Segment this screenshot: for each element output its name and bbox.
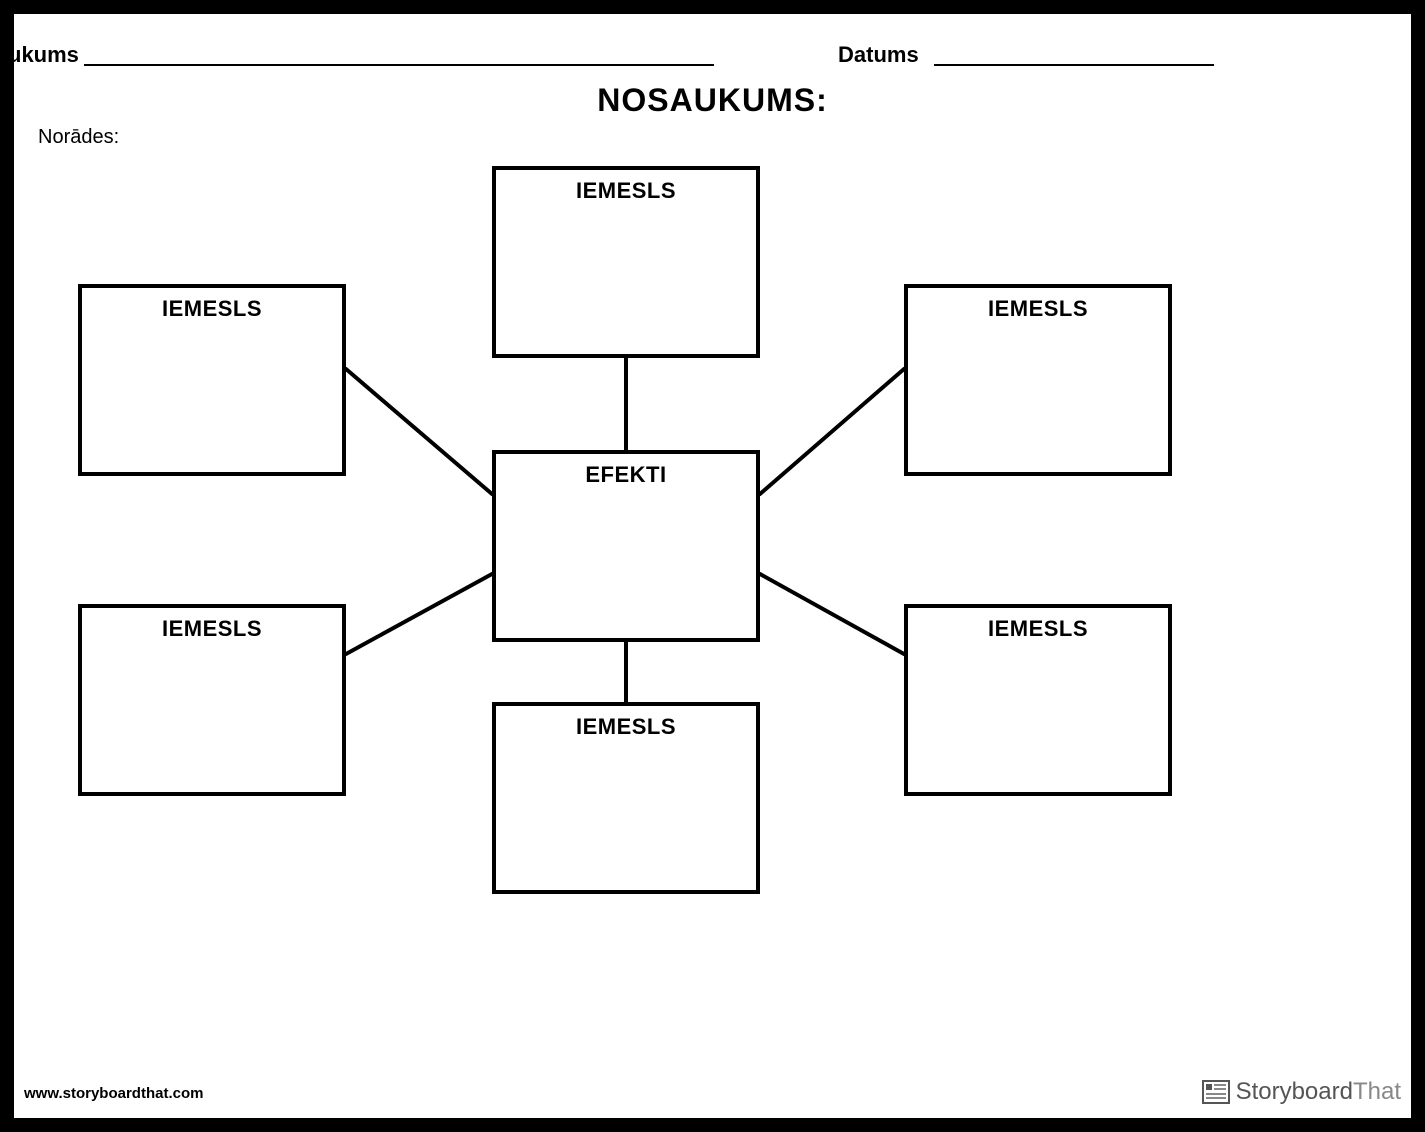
footer-logo-text-1: Storyboard [1236, 1078, 1353, 1105]
center-box-label: EFEKTI [496, 462, 756, 488]
storyboard-icon [1202, 1080, 1230, 1104]
cause-box-bottom-left: IEMESLS [78, 604, 346, 796]
cause-box-top: IEMESLS [492, 166, 760, 358]
cause-box-top-left: IEMESLS [78, 284, 346, 476]
worksheet-page: ukums Datums NOSAUKUMS: Norādes: EFEKTI … [14, 14, 1411, 1118]
footer-logo-text-2: That [1353, 1078, 1401, 1105]
cause-label: IEMESLS [82, 616, 342, 642]
footer-url: www.storyboardthat.com [24, 1085, 203, 1102]
cause-box-top-right: IEMESLS [904, 284, 1172, 476]
cause-box-bottom-right: IEMESLS [904, 604, 1172, 796]
cause-label: IEMESLS [908, 296, 1168, 322]
cause-label: IEMESLS [496, 714, 756, 740]
cause-label: IEMESLS [82, 296, 342, 322]
footer-logo: StoryboardThat [1202, 1078, 1401, 1106]
center-box-efekti: EFEKTI [492, 450, 760, 642]
cause-label: IEMESLS [496, 178, 756, 204]
spider-diagram: EFEKTI IEMESLS IEMESLS IEMESLS IEMESLS I… [14, 14, 1411, 1118]
cause-label: IEMESLS [908, 616, 1168, 642]
cause-box-bottom: IEMESLS [492, 702, 760, 894]
